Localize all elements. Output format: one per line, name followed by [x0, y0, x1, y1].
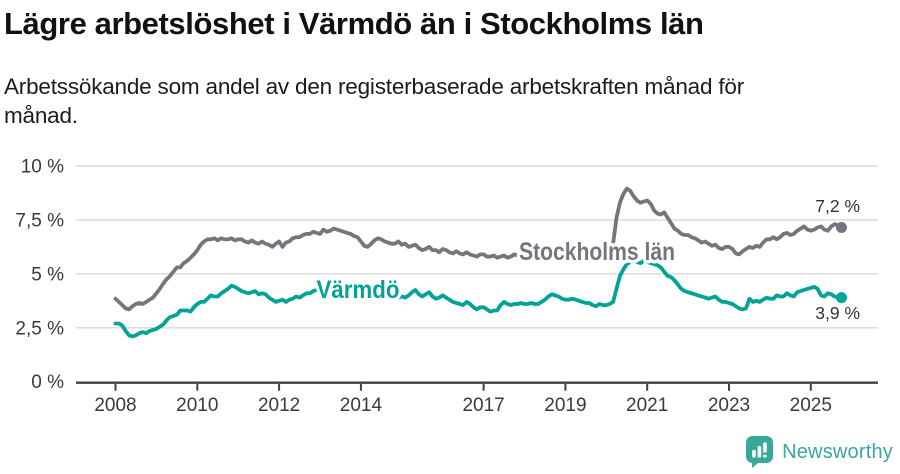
x-axis-tick-label: 2023	[708, 395, 750, 416]
y-axis-tick-label: 10 %	[21, 157, 64, 178]
y-axis-tick-label: 2,5 %	[15, 318, 64, 339]
y-axis-tick-label: 0 %	[31, 372, 64, 393]
x-axis-tick-label: 2014	[340, 395, 383, 416]
chart-header: Lägre arbetslöshet i Värmdö än i Stockho…	[4, 0, 884, 130]
x-axis-tick-label: 2021	[626, 395, 668, 416]
series-end-dot-v-rmd-	[835, 292, 847, 304]
x-axis-tick-label: 2025	[790, 395, 832, 416]
newsworthy-logo: Newsworthy	[745, 435, 893, 469]
x-axis-tick-label: 2010	[176, 395, 218, 416]
series-end-dot-stockholms-l-n	[835, 221, 847, 233]
y-axis-tick-label: 7,5 %	[15, 210, 64, 231]
series-label-v-rmd-: Värmdö	[317, 276, 400, 304]
subtitle-line-2: månad.	[4, 103, 78, 128]
x-axis-tick-label: 2017	[462, 395, 504, 416]
series-line-v-rmd-	[113, 259, 844, 339]
subtitle-line-1: Arbetssökande som andel av den registerb…	[4, 74, 744, 99]
chart-title: Lägre arbetslöshet i Värmdö än i Stockho…	[4, 6, 704, 41]
x-axis-tick-label: 2012	[258, 395, 300, 416]
newsworthy-logo-icon	[746, 436, 774, 468]
series-end-value-stockholms-l-n: 7,2 %	[815, 196, 860, 216]
chart-subtitle: Arbetssökande som andel av den registerb…	[4, 72, 884, 130]
x-axis-tick-label: 2019	[544, 395, 586, 416]
y-axis-tick-label: 5 %	[31, 264, 64, 285]
x-axis-tick-label: 2008	[94, 395, 136, 416]
newsworthy-logo-text: Newsworthy	[782, 440, 893, 463]
series-label-stockholms-l-n: Stockholms län	[519, 238, 675, 266]
series-end-value-v-rmd-: 3,9 %	[815, 303, 860, 323]
series-line-stockholms-l-n	[113, 186, 844, 312]
